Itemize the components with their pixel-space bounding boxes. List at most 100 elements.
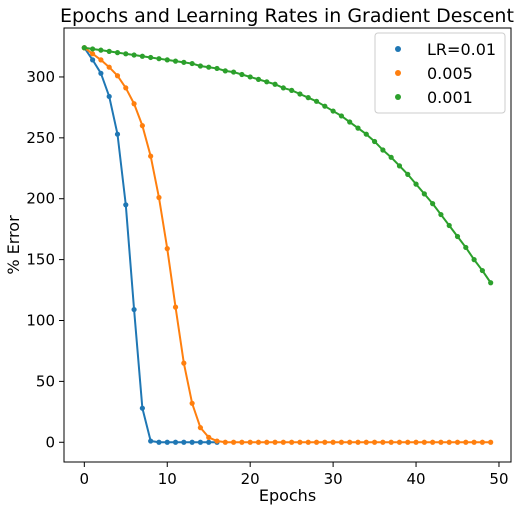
data-point — [98, 47, 104, 53]
series-layer — [81, 45, 494, 445]
legend-label: 0.005 — [427, 64, 473, 83]
data-point — [81, 45, 87, 51]
series-line — [83, 47, 218, 444]
legend-marker — [395, 46, 401, 52]
data-point — [322, 439, 328, 445]
data-point — [255, 76, 262, 82]
legend-box — [374, 32, 506, 114]
data-point — [438, 439, 444, 445]
data-point — [181, 360, 187, 366]
data-point — [421, 439, 427, 445]
data-point — [90, 46, 96, 52]
data-point — [222, 439, 228, 445]
data-point — [106, 64, 112, 70]
data-point — [197, 63, 204, 69]
data-point — [156, 439, 162, 445]
data-point — [313, 98, 320, 104]
data-point — [347, 119, 353, 125]
data-point — [139, 123, 145, 129]
data-point — [148, 438, 154, 444]
data-point — [114, 50, 121, 56]
data-point — [264, 439, 270, 445]
data-point — [139, 53, 145, 59]
data-point — [131, 101, 137, 107]
legend-items: LR=0.01 0.005 0.001 — [395, 40, 496, 107]
data-point — [197, 425, 204, 431]
x-tick-label: 50 — [489, 470, 508, 488]
data-point — [172, 58, 179, 64]
data-point — [446, 222, 452, 229]
legend-label: LR=0.01 — [427, 40, 496, 59]
data-point — [230, 439, 237, 445]
data-point — [322, 103, 328, 109]
data-point — [463, 439, 469, 445]
data-point — [421, 191, 427, 197]
data-point — [239, 71, 245, 78]
data-point — [446, 439, 452, 445]
data-point — [222, 68, 228, 74]
data-point — [305, 95, 311, 101]
y-tick-label: 250 — [26, 129, 55, 147]
y-tick-label: 200 — [26, 190, 55, 208]
data-point — [123, 202, 129, 208]
data-point — [454, 439, 461, 445]
data-point — [413, 181, 419, 187]
data-point — [123, 51, 129, 57]
data-point — [255, 439, 262, 445]
data-point — [330, 439, 336, 445]
data-point — [488, 280, 494, 286]
legend-marker — [395, 94, 401, 100]
x-tick-label: 20 — [241, 470, 260, 488]
data-point — [297, 91, 303, 97]
data-point — [264, 79, 270, 85]
data-point — [206, 434, 212, 440]
ticks-layer: 0 10 20 30 40 50 0 50 100 150 200 250 300 — [26, 68, 508, 488]
chart-title: Epochs and Learning Rates in Gradient De… — [60, 5, 514, 27]
data-point — [388, 154, 394, 160]
data-point — [438, 211, 444, 218]
data-point — [123, 85, 129, 91]
y-axis-label: % Error — [4, 215, 23, 275]
data-point — [355, 125, 361, 131]
data-point — [139, 405, 145, 411]
data-point — [164, 246, 170, 252]
data-point — [413, 439, 419, 445]
data-point — [471, 439, 477, 445]
data-point — [388, 439, 394, 445]
plot-frame — [63, 27, 512, 463]
data-point — [197, 439, 204, 445]
x-tick-label: 30 — [324, 470, 343, 488]
x-tick-label: 0 — [80, 470, 90, 488]
data-point — [396, 163, 403, 169]
plot-area — [81, 45, 494, 445]
data-point — [405, 439, 411, 445]
data-point — [479, 267, 485, 274]
data-point — [172, 304, 179, 310]
data-point — [380, 439, 386, 445]
data-point — [454, 233, 461, 240]
legend-marker — [395, 70, 401, 76]
series-2 — [81, 45, 494, 445]
x-axis-label: Epochs — [259, 486, 316, 505]
data-point — [206, 439, 212, 445]
data-point — [488, 439, 494, 445]
data-point — [380, 147, 386, 153]
data-point — [280, 439, 286, 445]
data-point — [156, 56, 162, 62]
data-point — [371, 439, 378, 445]
data-point — [471, 257, 477, 263]
data-point — [148, 54, 154, 61]
legend-label: 0.001 — [427, 88, 473, 107]
data-point — [114, 73, 121, 79]
data-point — [338, 113, 345, 119]
data-point — [214, 65, 220, 72]
data-point — [106, 93, 112, 100]
data-point — [189, 439, 195, 445]
data-point — [371, 138, 378, 145]
x-tick-label: 40 — [406, 470, 425, 488]
data-point — [247, 74, 253, 80]
data-point — [131, 306, 137, 313]
data-point — [347, 439, 353, 445]
